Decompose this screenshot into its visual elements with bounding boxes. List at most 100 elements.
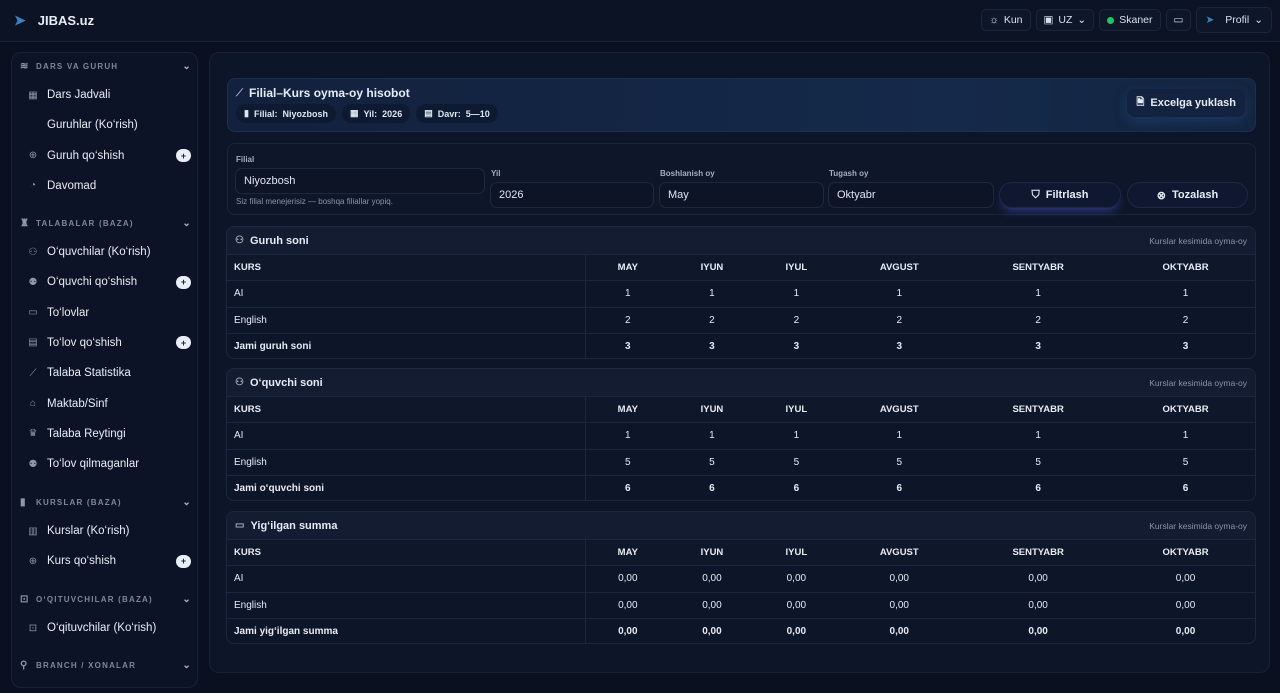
chevron-down-icon: ⌄ <box>182 659 192 671</box>
column-header: IYUL <box>754 253 839 281</box>
sidebar-section[interactable]: ⊡ O‘QITUVCHILAR (BAZA) ⌄ <box>20 591 192 607</box>
sidebar-item[interactable]: ▭ To‘lovlar <box>26 302 191 324</box>
table-cell: 1 <box>960 280 1117 308</box>
filter-label: Filtrlash <box>1045 189 1089 201</box>
table-subtitle: Kurslar kesimida oyma-oy <box>1149 520 1247 531</box>
language-select[interactable]: ▣ UZ ⌄ <box>1035 9 1095 31</box>
sidebar-section[interactable]: ⚲ BRANCH / XONALAR ⌄ <box>20 657 192 673</box>
table-cell: English <box>227 591 587 619</box>
plus-circle-icon: ⊕ <box>28 555 38 567</box>
plus-icon[interactable]: + <box>176 149 191 163</box>
chevron-down-icon: ⌄ <box>182 593 192 605</box>
table-cell: 1 <box>754 422 839 450</box>
money-button[interactable]: ▭ <box>1165 9 1192 31</box>
sidebar-item-label: Guruhlar (Ko‘rish) <box>47 119 138 132</box>
year-label: Yil <box>491 169 501 178</box>
scanner-button[interactable]: Skaner <box>1099 9 1161 31</box>
chip-key: Davr: <box>437 108 461 119</box>
export-excel-button[interactable]: 🗎 Excelga yuklash <box>1127 89 1245 117</box>
start-month-label: Boshlanish oy <box>660 169 715 178</box>
sidebar-item[interactable]: ⟋ Talaba Statistika <box>26 362 191 384</box>
book-open-icon: ▥ <box>28 525 38 537</box>
sidebar-item[interactable]: ◔ Davomad <box>26 175 191 197</box>
table-cell: 1 <box>960 422 1117 450</box>
filial-chip: ▮ Filial: Niyozbosh <box>236 104 336 123</box>
table-cell: 2 <box>1116 306 1255 334</box>
sidebar-item[interactable]: ⚉ O‘quvchi qo‘shish + <box>26 271 191 293</box>
start-month-select[interactable]: May <box>659 182 824 208</box>
sidebar-item-label: Davomad <box>47 179 97 192</box>
sidebar-item-label: Talaba Reytingi <box>47 427 126 440</box>
money-icon: ▭ <box>235 520 245 531</box>
table-cell: 0,00 <box>838 591 961 619</box>
table-header: ⚇ Guruh soni Kurslar kesimida oyma-oy <box>227 227 1255 254</box>
plus-icon[interactable]: + <box>176 275 191 289</box>
plus-circle-icon: ⊕ <box>28 150 38 162</box>
trophy-icon: ♛ <box>28 428 38 440</box>
sidebar-item[interactable]: ♛ Talaba Reytingi <box>26 423 191 445</box>
calendar-icon: ▦ <box>349 108 359 118</box>
sidebar: ≋ DARS VA GURUH ⌄ ▦ Dars Jadvali Guruhlar (Ko… <box>11 52 198 688</box>
total-row: Jami o‘quvchi soni 6 6 6 6 6 6 <box>227 474 1255 500</box>
total-cell: 6 <box>669 474 755 500</box>
plus-icon[interactable]: + <box>176 554 191 568</box>
column-header: IYUN <box>669 253 755 281</box>
column-header: IYUL <box>754 538 839 566</box>
sidebar-item[interactable]: ▥ Kurslar (Ko‘rish) <box>26 520 191 542</box>
column-header: IYUL <box>754 395 839 423</box>
sidebar-section[interactable]: ♜ TALABALAR (BAZA) ⌄ <box>20 215 192 231</box>
sidebar-section[interactable]: ≋ DARS VA GURUH ⌄ <box>20 58 192 74</box>
table-cell: 5 <box>960 448 1117 476</box>
column-header: AVGUST <box>838 538 961 566</box>
sidebar-item[interactable]: ▦ Dars Jadvali <box>26 84 191 106</box>
language-label: UZ <box>1058 14 1073 26</box>
sidebar-item[interactable]: ⚇ O‘quvchilar (Ko‘rish) <box>26 241 191 263</box>
year-field[interactable]: 2026 <box>490 182 654 208</box>
sidebar-item[interactable]: ▤ To‘lov qo‘shish + <box>26 332 191 354</box>
plus-icon[interactable]: + <box>176 336 191 350</box>
chevron-down-icon: ⌄ <box>182 217 192 229</box>
theme-toggle-button[interactable]: ☼ Kun <box>981 9 1031 31</box>
total-cell: 0,00 <box>1116 617 1255 643</box>
clear-button[interactable]: ⊗ Tozalash <box>1127 182 1248 208</box>
table-cell: 2 <box>960 306 1117 334</box>
end-month-select[interactable]: Oktyabr <box>828 182 994 208</box>
sidebar-item[interactable]: ⊕ Guruh qo‘shish + <box>26 145 191 167</box>
theme-label: Kun <box>1003 14 1023 26</box>
sidebar-item[interactable]: ⚉ To‘lov qilmaganlar <box>26 453 191 475</box>
table-cell: AI <box>227 565 587 593</box>
sidebar-item-label: O‘qituvchilar (Ko‘rish) <box>47 622 157 634</box>
sidebar-item[interactable]: ⊡ O‘qituvchilar (Ko‘rish) <box>26 617 191 639</box>
chip-value: Niyozbosh <box>282 108 328 119</box>
table-header: ▭ Yig‘ilgan summa Kurslar kesimida oyma-oy <box>227 512 1255 539</box>
sidebar-item[interactable]: ⊕ Kurs qo‘shish + <box>26 550 191 572</box>
logo[interactable]: ➤ JIBAS.uz <box>14 12 94 29</box>
clock-icon: ◔ <box>29 180 37 192</box>
column-header: IYUN <box>669 538 755 566</box>
table-subtitle: Kurslar kesimida oyma-oy <box>1149 377 1247 388</box>
calendar-icon: ▦ <box>28 89 38 101</box>
money-icon: ▭ <box>1173 14 1184 26</box>
filter-button[interactable]: ⛉ Filtrlash <box>999 182 1121 208</box>
report-table-card: ⚇ Guruh soni Kurslar kesimida oyma-oy KURS… <box>226 226 1256 359</box>
table-cell: 2 <box>585 306 670 334</box>
column-header: MAY <box>585 395 670 423</box>
table-cell: 5 <box>669 448 755 476</box>
student-icon: ♜ <box>20 217 31 229</box>
column-header: IYUN <box>669 395 755 423</box>
teacher-icon: ⊡ <box>28 622 38 634</box>
table-cell: 2 <box>838 306 961 334</box>
column-header: OKTYABR <box>1116 395 1255 423</box>
sidebar-section[interactable]: ▮ KURSLAR (BAZA) ⌄ <box>20 494 192 510</box>
sidebar-item[interactable]: ⌂ Maktab/Sinf <box>26 393 191 415</box>
total-row: Jami guruh soni 3 3 3 3 3 3 <box>227 332 1255 358</box>
profile-menu[interactable]: ➤ Profil ⌄ <box>1196 7 1272 33</box>
filial-field[interactable]: Niyozbosh <box>235 168 485 194</box>
table-cell: 0,00 <box>1116 565 1255 593</box>
sidebar-item[interactable]: Guruhlar (Ko‘rish) <box>26 114 191 136</box>
table-cell: 2 <box>754 306 839 334</box>
section-label: KURSLAR (BAZA) <box>36 497 122 507</box>
sun-icon: ☼ <box>989 14 999 26</box>
table-header: ⚇ O‘quvchi soni Kurslar kesimida oyma-oy <box>227 369 1255 396</box>
table-head-row: KURS MAY IYUN IYUL AVGUST SENTYABR OKTYABR <box>227 253 1255 281</box>
